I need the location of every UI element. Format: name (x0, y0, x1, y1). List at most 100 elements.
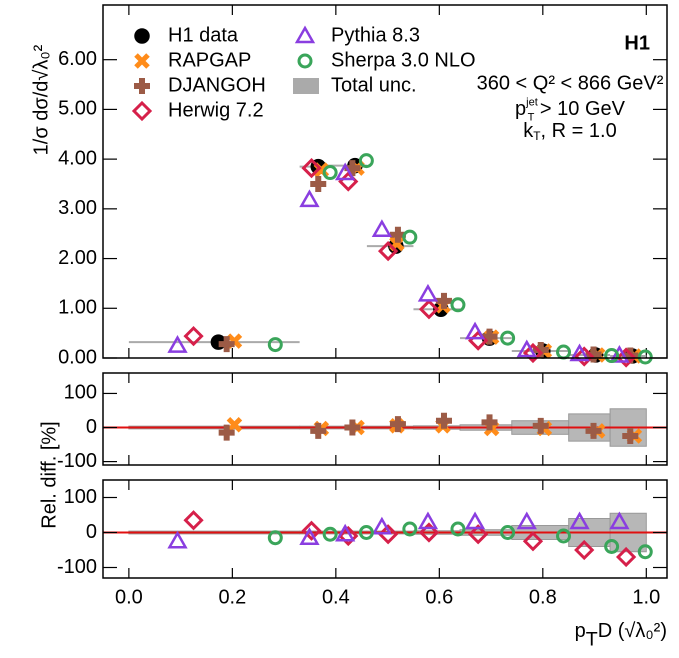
x-tick-label: 0.8 (529, 586, 557, 608)
marker (402, 521, 418, 537)
y-tick-label: 1.00 (58, 297, 97, 319)
y-tick-label: 0 (86, 416, 97, 438)
marker (604, 348, 620, 364)
marker (301, 520, 322, 541)
marker (556, 528, 572, 544)
legend-label: Sherpa 3.0 NLO (331, 49, 476, 71)
x-axis-label-part: T (586, 629, 598, 651)
marker (183, 510, 204, 531)
marker (585, 422, 602, 439)
marker (574, 539, 595, 561)
marker (532, 417, 549, 434)
marker (402, 229, 418, 245)
y-tick-label: 5.00 (58, 98, 97, 120)
panel-label: H1 (624, 32, 650, 54)
marker (604, 539, 620, 554)
y-tick-label: -100 (57, 556, 97, 578)
marker (516, 511, 537, 530)
legend-label: RAPGAP (168, 49, 251, 71)
marker (167, 335, 188, 353)
marker (377, 524, 399, 545)
legend-label: Total unc. (331, 74, 417, 96)
series (267, 521, 653, 560)
marker (516, 339, 537, 358)
legend-label: Pythia 8.3 (331, 24, 420, 46)
marker (358, 525, 374, 540)
marker (344, 419, 361, 436)
marker (218, 336, 235, 353)
y-tick-label: 4.00 (58, 147, 97, 169)
marker (450, 297, 466, 313)
marker (637, 349, 653, 365)
x-axis-label-part: p (575, 620, 586, 642)
marker (226, 417, 243, 433)
marker (134, 28, 150, 44)
marker (267, 530, 283, 546)
marker (338, 525, 359, 547)
marker (167, 530, 188, 549)
marker (522, 531, 544, 552)
marker (435, 292, 452, 309)
legend-label: DJANGOH (168, 74, 266, 96)
annotation-part: T (528, 112, 535, 124)
y-tick-label: 3.00 (58, 197, 97, 219)
x-tick-label: 0.4 (322, 586, 350, 608)
marker (322, 526, 338, 542)
marker (569, 511, 590, 530)
marker (481, 414, 498, 431)
y-tick-label: -100 (57, 450, 97, 472)
x-axis-label-part: D (√λ₀²) (598, 620, 667, 642)
marker (134, 53, 150, 69)
series (167, 511, 630, 549)
marker (297, 53, 313, 69)
annotation-part: p (515, 98, 526, 120)
marker (310, 175, 327, 192)
marker (435, 412, 452, 429)
marker (389, 416, 406, 433)
marker (468, 524, 489, 545)
marker (299, 189, 320, 208)
annotation-part: > 10 GeV (534, 98, 625, 120)
marker (417, 283, 439, 302)
x-tick-label: 1.0 (632, 586, 660, 608)
marker (418, 522, 440, 543)
marker (450, 521, 466, 537)
marker (299, 527, 320, 545)
y-tick-label: 0 (86, 521, 97, 543)
marker (335, 523, 356, 542)
marker (377, 240, 399, 262)
marker (418, 299, 440, 320)
marker (522, 342, 544, 364)
plot-frame (102, 479, 668, 579)
marker (335, 162, 356, 181)
series (267, 153, 653, 365)
marker (500, 525, 516, 540)
marker (294, 25, 316, 44)
annotation-part: k (523, 120, 534, 142)
x-tick-label: 0.6 (425, 586, 453, 608)
plot-frame (102, 372, 668, 466)
y-tick-label: 6.00 (58, 48, 97, 70)
marker (358, 153, 374, 169)
marker (464, 511, 486, 530)
marker (371, 516, 393, 535)
y-axis-label: Rel. diff. [%] (38, 421, 60, 528)
marker (569, 343, 590, 362)
marker (574, 346, 595, 367)
marker (500, 330, 516, 346)
marker (371, 219, 393, 237)
annotation-part: jet (525, 96, 538, 108)
marker (616, 546, 637, 568)
marker (310, 422, 327, 439)
marker (131, 100, 153, 122)
x-axis-label: pTD (√λ₀²) (575, 620, 667, 650)
annotation: pjet T > 10 GeV (515, 96, 626, 123)
x-tick-label: 0.2 (218, 586, 246, 608)
marker (218, 424, 235, 441)
marker (637, 544, 653, 560)
marker (616, 347, 637, 368)
marker (464, 321, 486, 340)
marker (622, 428, 639, 445)
marker (322, 165, 338, 181)
y-tick-label: 0.00 (58, 346, 97, 368)
